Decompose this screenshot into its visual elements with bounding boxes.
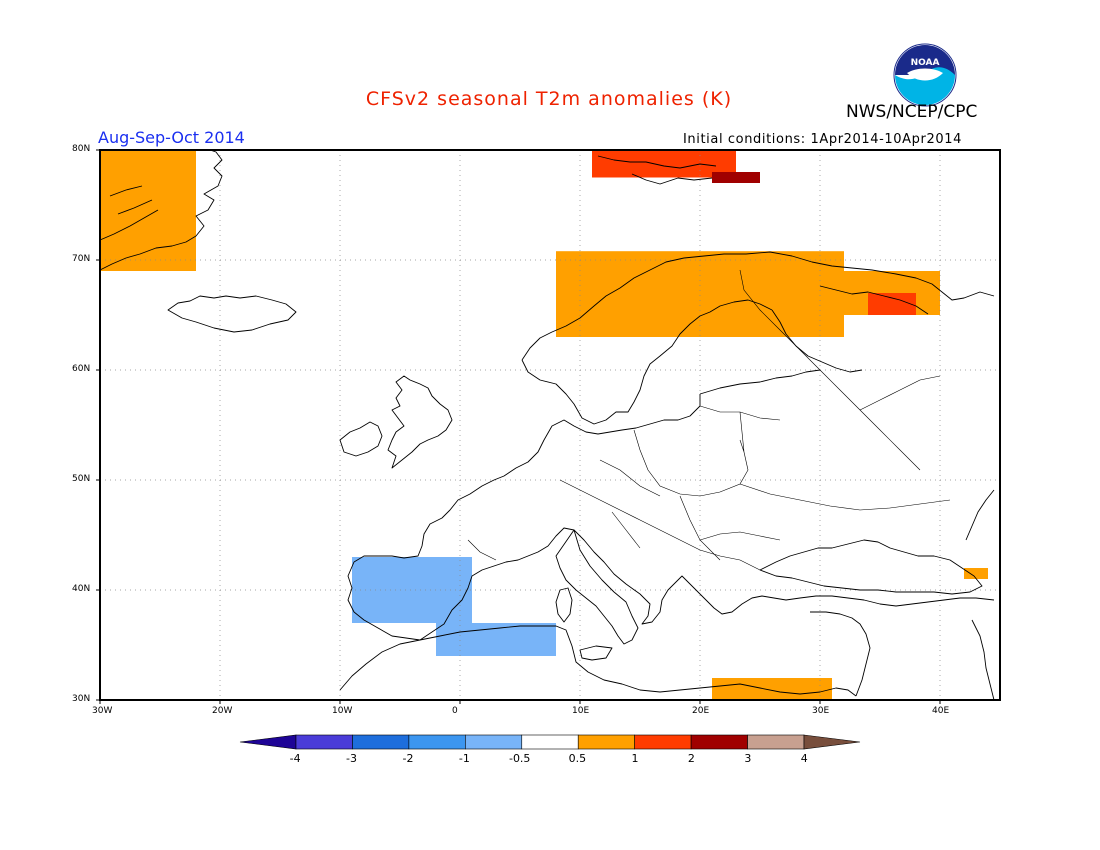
lat-label: 50N	[72, 474, 91, 484]
colorbar-segment	[408, 734, 466, 750]
coast-bothnia	[771, 309, 863, 373]
coast-sardinia	[555, 587, 573, 623]
colorbar-segment	[634, 734, 692, 750]
lat-label: 60N	[72, 364, 91, 374]
coastlines	[99, 149, 995, 701]
colorbar-label: -0.5	[508, 752, 531, 765]
coast-norway	[521, 251, 995, 361]
anomaly-region-svalbard-east	[712, 172, 760, 183]
coast-turkey-levant	[810, 611, 871, 697]
anomaly-region-northern-scandinavia-coast	[556, 251, 844, 337]
coast-italy	[555, 529, 639, 645]
season-label: Aug-Sep-Oct 2014	[98, 128, 245, 147]
coast-baltic-europe	[347, 394, 995, 641]
colorbar-label: 3	[744, 752, 752, 765]
colorbar-label: -2	[402, 752, 414, 765]
coast-iceland	[167, 295, 297, 333]
colorbar-segment	[295, 734, 353, 750]
colorbar-label: -3	[346, 752, 357, 765]
lon-label: 10W	[332, 706, 353, 716]
coast-black-sea	[759, 539, 983, 595]
map-frame	[99, 149, 1001, 701]
axis-ticks	[96, 149, 941, 704]
country-borders	[467, 269, 951, 571]
coast-svalbard	[597, 155, 717, 185]
lon-label: 20E	[692, 706, 710, 716]
colorbar-label: 4	[800, 752, 808, 765]
colorbar-arrow-low	[239, 734, 297, 750]
lon-label: 20W	[212, 706, 233, 716]
colorbar-label: 1	[631, 752, 639, 765]
noaa-logo: NOAA	[893, 43, 957, 107]
lon-label: 10E	[572, 706, 590, 716]
colorbar-segment	[465, 734, 523, 750]
coast-sweden-south	[521, 299, 773, 425]
colorbar-label: 0.5	[568, 752, 587, 765]
coast-novaya	[819, 285, 929, 315]
lon-label: 30W	[92, 706, 113, 716]
colorbar-segment	[690, 734, 748, 750]
colorbar-label: -4	[289, 752, 301, 765]
lat-lon-gridlines	[100, 150, 1000, 700]
colorbar-segment	[747, 734, 805, 750]
lat-label: 30N	[72, 694, 91, 704]
chart-title: CFSv2 seasonal T2m anomalies (K)	[365, 88, 733, 110]
organization-label: NWS/NCEP/CPC	[846, 102, 978, 122]
anomaly-region-iberian-peninsula	[352, 557, 472, 623]
lat-label: 70N	[72, 254, 91, 264]
colorbar-label: 2	[687, 752, 695, 765]
anomaly-cells	[100, 150, 988, 700]
initial-conditions-label: Initial conditions: 1Apr2014-10Apr2014	[683, 132, 962, 147]
anomaly-region-kola-interior	[868, 293, 916, 315]
colorbar-arrow-high	[803, 734, 861, 750]
colorbar-segment	[577, 734, 635, 750]
lon-label: 0	[452, 706, 458, 716]
svg-text:NOAA: NOAA	[911, 58, 940, 68]
colorbar	[239, 734, 861, 750]
anomaly-region-eastern-black-sea	[964, 568, 988, 579]
coast-sicily	[579, 645, 613, 661]
lat-label: 40N	[72, 584, 91, 594]
coast-britain	[387, 375, 453, 469]
coast-north-africa	[339, 625, 857, 697]
coast-greenland	[99, 149, 223, 271]
colorbar-segment	[352, 734, 410, 750]
anomaly-region-libya-egypt-coast	[712, 678, 832, 700]
coast-ireland	[339, 421, 383, 457]
coast-caspian	[965, 489, 995, 701]
lon-label: 40E	[932, 706, 950, 716]
lon-label: 30E	[812, 706, 830, 716]
lat-label: 80N	[72, 144, 91, 154]
colorbar-segment	[521, 734, 579, 750]
colorbar-label: -1	[458, 752, 470, 765]
coast-finland-south	[699, 369, 821, 395]
anomaly-region-greenland-east-coast	[100, 150, 196, 271]
